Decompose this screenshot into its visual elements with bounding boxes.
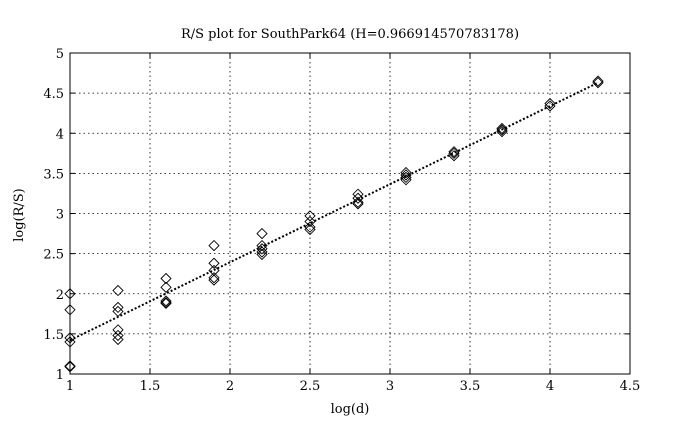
data-point	[304, 215, 316, 228]
data-point	[64, 332, 76, 344]
y-tick-label: 2.5	[43, 248, 64, 263]
x-tick-label: 1	[66, 379, 74, 394]
data-point	[64, 360, 76, 372]
data-point	[208, 257, 220, 269]
data-point	[112, 333, 124, 346]
data-point	[544, 100, 556, 112]
data-point	[160, 272, 172, 285]
data-point	[160, 295, 172, 307]
data-point	[592, 75, 604, 87]
y-tick-label: 3	[56, 208, 64, 223]
data-point	[592, 77, 604, 89]
y-tick-label: 2	[56, 288, 64, 303]
data-point	[256, 246, 268, 258]
x-tick-label: 3.5	[460, 379, 481, 394]
x-tick-label: 3	[386, 379, 394, 394]
data-point	[256, 243, 268, 255]
y-tick-label: 1.5	[43, 328, 64, 343]
chart-title: R/S plot for SouthPark64 (H=0.9669145707…	[181, 27, 519, 42]
data-point	[304, 210, 316, 222]
data-point	[64, 288, 76, 300]
data-point	[208, 272, 220, 284]
y-tick-label: 3.5	[43, 167, 64, 182]
data-points	[64, 75, 604, 373]
data-point	[208, 239, 220, 252]
data-point	[400, 166, 412, 179]
x-tick-label: 2.5	[300, 379, 321, 394]
data-point	[160, 296, 172, 309]
data-point	[112, 284, 124, 297]
data-point	[112, 301, 124, 314]
data-point	[400, 169, 412, 181]
data-point	[304, 223, 316, 236]
y-axis-label: log(R/S)	[12, 188, 27, 242]
data-point	[496, 124, 508, 136]
data-point	[64, 361, 76, 373]
data-point	[496, 122, 508, 135]
grid	[70, 53, 630, 374]
x-tick-label: 2	[226, 379, 234, 394]
tick-labels: 1 1.5 2 2.5 3 3.5 4 4.5 1 1.5 2 2.5 3 3.5 4 4.5 5	[43, 47, 640, 394]
x-tick-label: 4	[546, 379, 554, 394]
y-tick-label: 4	[56, 127, 64, 142]
data-point	[256, 227, 268, 240]
data-point	[400, 171, 412, 184]
y-tick-label: 5	[56, 47, 64, 62]
data-point	[448, 147, 460, 159]
data-point	[544, 97, 556, 110]
data-point	[208, 274, 220, 286]
data-point	[304, 221, 316, 233]
data-point	[352, 196, 364, 208]
data-point	[112, 329, 124, 342]
data-point	[256, 248, 268, 261]
x-axis-label: log(d)	[331, 402, 370, 417]
x-tick-label: 4.5	[620, 379, 641, 394]
data-point	[448, 146, 460, 158]
data-point	[64, 336, 76, 348]
data-point	[64, 304, 76, 316]
data-point	[400, 174, 412, 186]
data-point	[112, 305, 124, 318]
data-point	[256, 239, 268, 252]
data-point	[448, 150, 460, 162]
data-point	[160, 281, 172, 293]
y-tick-label: 4.5	[43, 87, 64, 102]
data-point	[160, 297, 172, 310]
y-tick-label: 1	[56, 368, 64, 383]
ticks	[69, 52, 631, 375]
x-tick-label: 1.5	[140, 379, 161, 394]
fit-line	[69, 81, 599, 342]
data-point	[352, 192, 364, 204]
data-point	[352, 198, 364, 210]
data-point	[496, 126, 508, 138]
